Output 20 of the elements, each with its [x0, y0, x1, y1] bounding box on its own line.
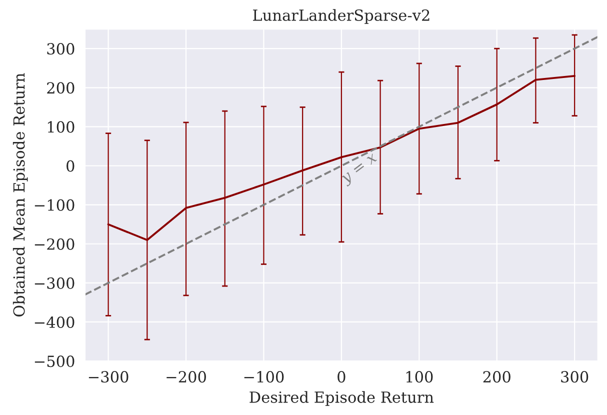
y-tick-label: 0	[66, 160, 74, 172]
x-tick-label: −300	[88, 371, 128, 383]
x-tick-label: 200	[483, 371, 510, 383]
x-axis-title: Desired Episode Return	[250, 391, 434, 406]
y-axis-title: Obtained Mean Episode Return	[12, 73, 28, 317]
chart-title: LunarLanderSparse-v2	[253, 9, 430, 24]
x-tick-label: −200	[166, 371, 206, 383]
y-tick-label: −400	[34, 316, 74, 328]
y-tick-label: −500	[34, 356, 74, 368]
y-tick-label: 200	[47, 82, 74, 94]
x-tick-label: −100	[244, 371, 284, 383]
y-tick-label: −100	[34, 199, 74, 211]
annotation: y = x	[340, 154, 380, 187]
y-tick-label: 100	[48, 121, 74, 133]
y-tick-label: −200	[34, 238, 74, 250]
x-tick-label: 100	[406, 371, 433, 383]
y-tick-label: −300	[34, 277, 74, 289]
y-tick-label: 300	[47, 43, 74, 55]
x-tick-label: 0	[338, 371, 346, 383]
x-tick-label: 300	[561, 371, 588, 383]
